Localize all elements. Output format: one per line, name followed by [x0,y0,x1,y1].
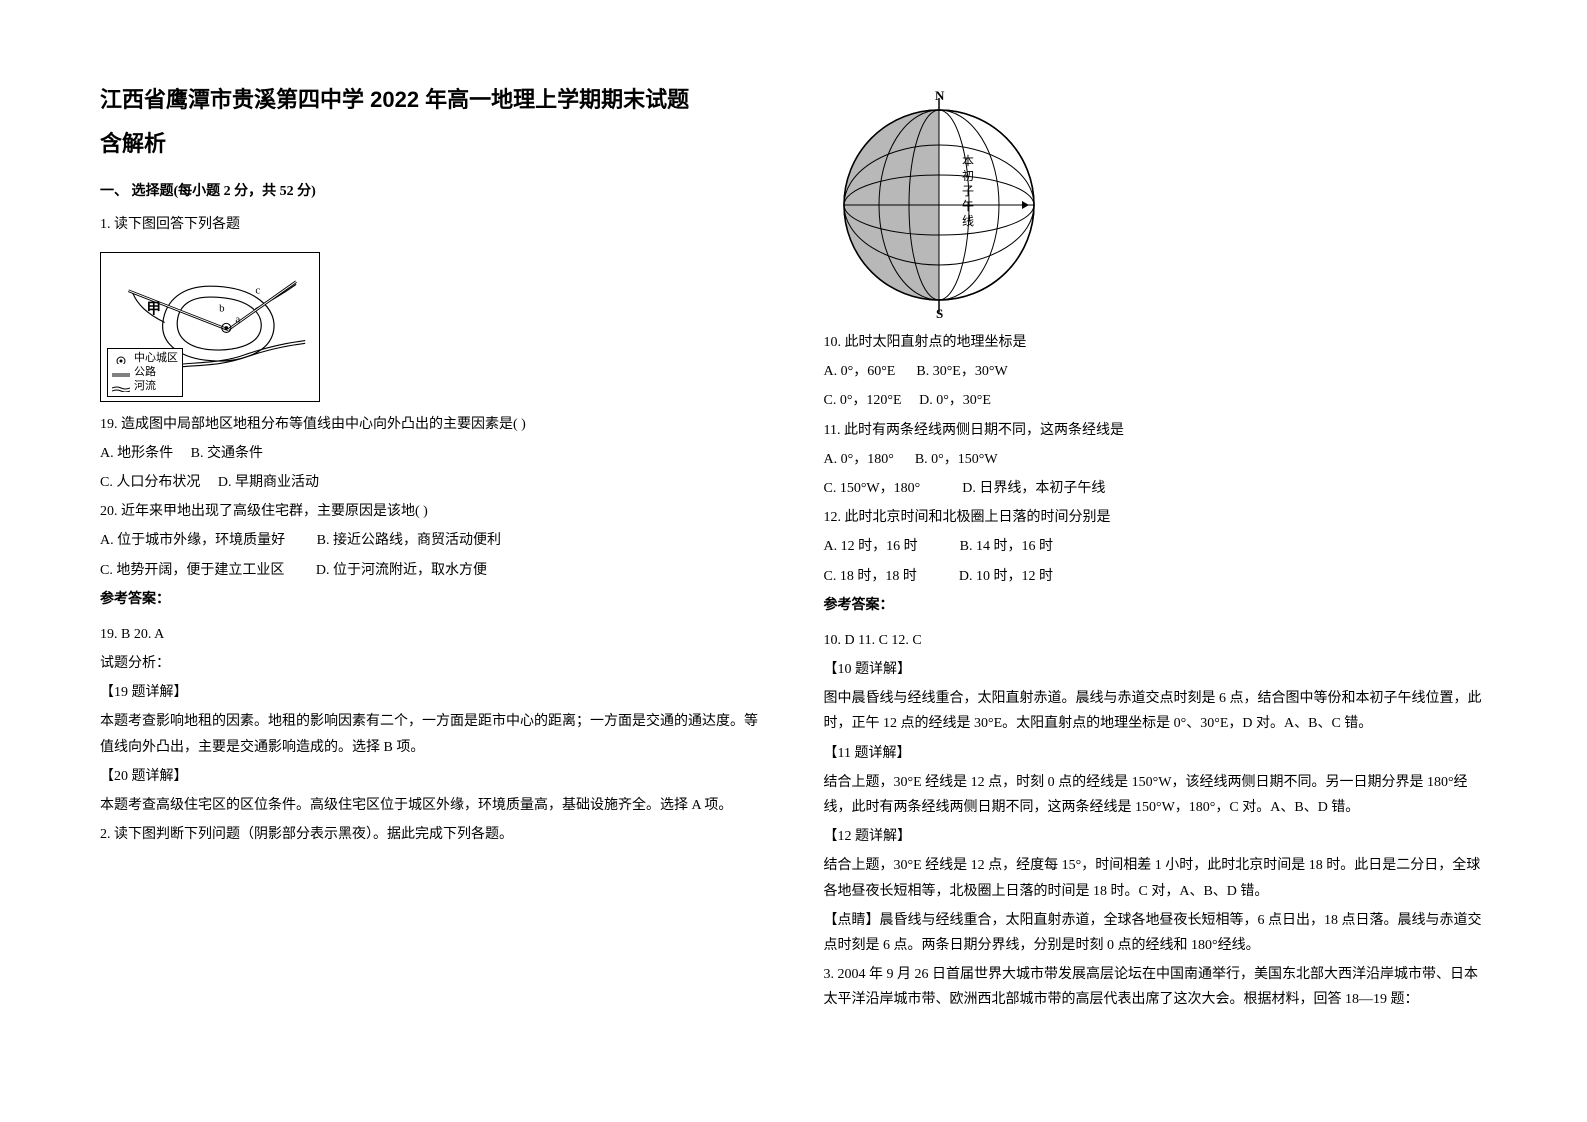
q12-exp-title: 【12 题详解】 [824,824,1488,849]
q10-choices-row2: C. 0°，120°E D. 0°，30°E [824,388,1488,413]
answer-101112: 10. D 11. C 12. C [824,628,1488,653]
fig2-vtext-2: 初 [962,169,974,183]
q11-stem: 11. 此时有两条经线两侧日期不同，这两条经线是 [824,418,1488,443]
q11-choices-row1: A. 0°，180° B. 0°，150°W [824,447,1488,472]
legend-swatch-river [112,382,130,390]
q12-exp: 结合上题，30°E 经线是 12 点，经度每 15°，时间相差 1 小时，此时北… [824,853,1488,903]
analysis-label: 试题分析： [100,651,764,676]
q20-choice-b: B. 接近公路线，商贸活动便利 [317,533,501,548]
q19-choice-b: B. 交通条件 [191,446,263,461]
q11-exp-title: 【11 题详解】 [824,741,1488,766]
q10-exp: 图中晨昏线与经线重合，太阳直射赤道。晨线与赤道交点时刻是 6 点，结合图中等份和… [824,686,1488,736]
fig2-vtext-1: 本 [962,154,974,168]
fig2-vtext-3: 子 [962,184,974,198]
q20-choices-row2: C. 地势开阔，便于建立工业区 D. 位于河流附近，取水方便 [100,558,764,583]
q20-stem: 20. 近年来甲地出现了高级住宅群，主要原因是该地( ) [100,499,764,524]
q11-choices-row2: C. 150°W，180° D. 日界线，本初子午线 [824,476,1488,501]
figure-1-legend: 中心城区 公路 河流 [107,348,183,397]
q19-choice-d: D. 早期商业活动 [218,475,319,490]
q10-exp-title: 【10 题详解】 [824,657,1488,682]
q12-choice-b: B. 14 时，16 时 [960,539,1053,554]
q11-choice-c: C. 150°W，180° [824,481,921,496]
q20-exp: 本题考查高级住宅区的区位条件。高级住宅区位于城区外缘，环境质量高，基础设施齐全。… [100,793,764,818]
q19-exp: 本题考查影响地租的因素。地租的影响因素有二个，一方面是距市中心的距离；一方面是交… [100,709,764,759]
q11-choice-d: D. 日界线，本初子午线 [962,481,1105,496]
q1-intro: 1. 读下图回答下列各题 [100,212,764,237]
q12-choice-c: C. 18 时，18 时 [824,569,917,584]
q19-choice-a: A. 地形条件 [100,446,173,461]
answer-label-1: 参考答案： [100,587,764,612]
legend-city-label: 中心城区 [134,351,178,365]
answer-label-2: 参考答案： [824,593,1488,618]
q20-choice-d: D. 位于河流附近，取水方便 [316,563,487,578]
doc-title-line2: 含解析 [100,124,764,164]
legend-swatch-road [112,368,130,376]
figure-2-globe: N S 本 初 子 午 线 [824,90,1054,320]
q10-choices-row1: A. 0°，60°E B. 30°E，30°W [824,359,1488,384]
answer-1920: 19. B 20. A [100,622,764,647]
tip-body: 晨昏线与经线重合，太阳直射赤道，全球各地昼夜长短相等，6 点日出，18 点日落。… [824,913,1482,953]
fig2-vtext-5: 线 [962,214,974,228]
q3-stem: 3. 2004 年 9 月 26 日首届世界大城市带发展高层论坛在中国南通举行，… [824,962,1488,1012]
q19-choices-row2: C. 人口分布状况 D. 早期商业活动 [100,470,764,495]
q20-exp-title: 【20 题详解】 [100,764,764,789]
fig2-label-s: S [936,306,943,320]
q10-choice-a: A. 0°，60°E [824,364,896,379]
q12-choices-row1: A. 12 时，16 时 B. 14 时，16 时 [824,534,1488,559]
q12-choice-d: D. 10 时，12 时 [959,569,1053,584]
q10-choice-b: B. 30°E，30°W [916,364,1007,379]
doc-title-line1: 江西省鹰潭市贵溪第四中学 2022 年高一地理上学期期末试题 [100,80,764,120]
tip: 【点睛】晨昏线与经线重合，太阳直射赤道，全球各地昼夜长短相等，6 点日出，18 … [824,908,1488,958]
legend-swatch-city [112,354,130,362]
fig1-label-jia: 甲 [147,300,162,317]
fig1-label-b: b [219,302,225,314]
q19-stem: 19. 造成图中局部地区地租分布等值线由中心向外凸出的主要因素是( ) [100,412,764,437]
q10-choice-d: D. 0°，30°E [919,393,991,408]
fig1-label-a: a [235,313,240,325]
q10-stem: 10. 此时太阳直射点的地理坐标是 [824,330,1488,355]
section-heading-1: 一、 选择题(每小题 2 分，共 52 分) [100,179,764,204]
figure-1-map: 甲 a b c 中心城区 公路 河流 [100,252,320,402]
q20-choices-row1: A. 位于城市外缘，环境质量好 B. 接近公路线，商贸活动便利 [100,528,764,553]
legend-road-label: 公路 [134,365,156,379]
left-column: 江西省鹰潭市贵溪第四中学 2022 年高一地理上学期期末试题 含解析 一、 选择… [100,80,764,1082]
q19-choice-c: C. 人口分布状况 [100,475,200,490]
fig1-label-c: c [255,284,260,296]
fig2-label-n: N [935,90,945,103]
q11-choice-a: A. 0°，180° [824,452,894,467]
q2-intro: 2. 读下图判断下列问题（阴影部分表示黑夜）。据此完成下列各题。 [100,822,764,847]
legend-river-label: 河流 [134,379,156,393]
right-column: N S 本 初 子 午 线 10. 此时太阳直射点的地理坐标是 A. 0°，60… [824,80,1488,1082]
q11-choice-b: B. 0°，150°W [915,452,998,467]
q20-choice-a: A. 位于城市外缘，环境质量好 [100,533,285,548]
q12-choice-a: A. 12 时，16 时 [824,539,918,554]
q19-choices-row1: A. 地形条件 B. 交通条件 [100,441,764,466]
fig2-vtext-4: 午 [962,199,974,213]
q10-choice-c: C. 0°，120°E [824,393,902,408]
q12-stem: 12. 此时北京时间和北极圈上日落的时间分别是 [824,505,1488,530]
q19-exp-title: 【19 题详解】 [100,680,764,705]
q12-choices-row2: C. 18 时，18 时 D. 10 时，12 时 [824,564,1488,589]
q11-exp: 结合上题，30°E 经线是 12 点，时刻 0 点的经线是 150°W，该经线两… [824,770,1488,820]
q20-choice-c: C. 地势开阔，便于建立工业区 [100,563,284,578]
tip-title: 【点睛】 [824,913,880,928]
